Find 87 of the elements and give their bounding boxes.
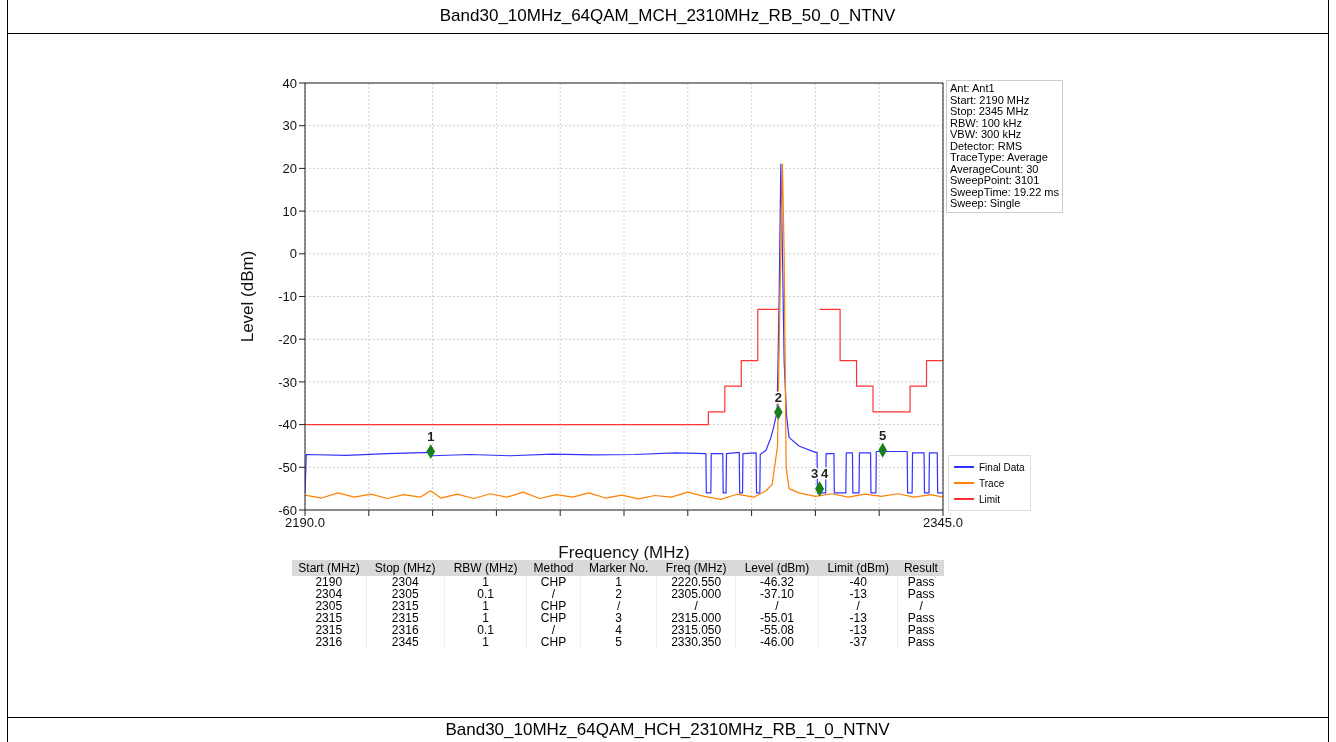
text: 1	[444, 599, 527, 613]
y-tick-label: -40	[278, 417, 297, 433]
text: 2315.050	[656, 623, 736, 637]
text: 2305	[292, 599, 366, 613]
text: 0.1	[444, 587, 527, 601]
text: /	[918, 599, 924, 613]
text: CHP	[526, 611, 581, 625]
text: Pass	[906, 635, 936, 649]
text: Stop: 2345 MHz	[950, 105, 1030, 118]
text: 2304	[292, 587, 366, 601]
y-tick-label: -10	[278, 289, 297, 305]
text: /	[656, 599, 736, 613]
text: RBW: 100 kHz	[950, 116, 1023, 129]
y-tick-label: 40	[282, 75, 297, 91]
text: -37	[818, 635, 898, 649]
text: 2	[580, 587, 657, 601]
text: CHP	[526, 575, 581, 589]
legend-label: Final Data	[979, 461, 1025, 473]
text: Ant: Ant1	[950, 82, 996, 95]
text: -13	[818, 587, 898, 601]
text: Pass	[906, 587, 936, 601]
text: Pass	[906, 575, 936, 589]
text: 2305	[366, 587, 445, 601]
text: 2315	[366, 611, 445, 625]
text: 2305.000	[656, 587, 736, 601]
text: 5	[580, 635, 657, 649]
text: /	[580, 599, 657, 613]
text: CHP	[526, 635, 581, 649]
text: Pass	[906, 611, 936, 625]
y-axis-title: Level (dBm)	[238, 250, 258, 343]
text: Band30_10MHz_64QAM_HCH_2310MHz_RB_1_0_NTNV	[444, 720, 891, 740]
y-tick-label: -20	[278, 331, 297, 347]
text: SweepTime: 19.22 ms	[950, 185, 1060, 198]
text: -55.01	[735, 611, 819, 625]
legend-label: Limit	[979, 493, 1001, 505]
text: 2190	[292, 575, 366, 589]
y-tick-label: -50	[278, 459, 297, 475]
text: 2316	[366, 623, 445, 637]
text: 2330.350	[656, 635, 736, 649]
text: -46.00	[735, 635, 819, 649]
text: 2345	[366, 635, 445, 649]
text: AverageCount: 30	[950, 162, 1039, 175]
y-tick-label: 0	[289, 246, 297, 262]
text: 2220.550	[656, 575, 736, 589]
text: SweepPoint: 3101	[950, 174, 1041, 187]
x-tick-label: 2345.0	[923, 515, 963, 531]
text: TraceType: Average	[950, 151, 1049, 164]
text: -55.08	[735, 623, 819, 637]
text: -46.32	[735, 575, 819, 589]
chart-title: Band30_10MHz_64QAM_MCH_2310MHz_RB_50_0_NTNV	[438, 6, 897, 26]
text: 2315	[292, 611, 366, 625]
y-tick-label: -30	[278, 374, 297, 390]
text: -13	[818, 623, 898, 637]
text: 1	[580, 575, 657, 589]
text: 2304	[366, 575, 445, 589]
text: 1	[444, 575, 527, 589]
text: CHP	[526, 599, 581, 613]
annotation: 5	[879, 427, 887, 443]
x-tick-label: 2190.0	[285, 515, 325, 531]
text: -37.10	[735, 587, 819, 601]
x-axis-title: Frequency (MHz)	[558, 543, 690, 562]
text: /	[526, 623, 581, 637]
y-tick-label: 10	[282, 203, 297, 219]
y-tick-label: 20	[282, 161, 297, 177]
text: 0.1	[444, 623, 527, 637]
annotation: 1	[427, 429, 435, 445]
text: -13	[818, 611, 898, 625]
legend-label: Trace	[979, 477, 1005, 489]
y-tick-label: -60	[278, 502, 297, 518]
text: 2315.000	[656, 611, 736, 625]
text: /	[735, 599, 819, 613]
text: 3	[580, 611, 657, 625]
text: 2315	[366, 599, 445, 613]
text: /	[818, 599, 898, 613]
text: Pass	[906, 623, 936, 637]
text: Detector: RMS	[950, 139, 1024, 152]
text: Sweep: Single	[950, 197, 1022, 210]
text: 2315	[292, 623, 366, 637]
y-tick-label: 30	[282, 118, 297, 134]
text: 1	[444, 635, 527, 649]
text: 1	[444, 611, 527, 625]
text: 4	[580, 623, 657, 637]
text: VBW: 300 kHz	[950, 128, 1023, 141]
text: -40	[818, 575, 898, 589]
text: 2316	[292, 635, 366, 649]
text: Start: 2190 MHz	[950, 93, 1031, 106]
text: /	[526, 587, 581, 601]
